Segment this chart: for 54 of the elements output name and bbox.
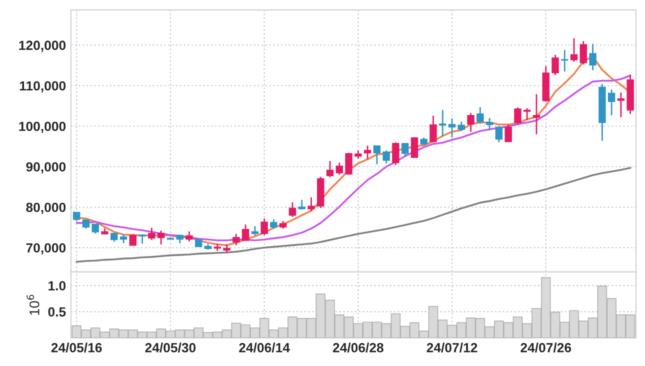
y-tick-label: 0.5: [48, 307, 66, 317]
candlestick: [242, 224, 250, 242]
y-tick-label: 1.0: [48, 281, 66, 290]
candlestick: [486, 117, 494, 131]
candlestick: [186, 230, 193, 242]
candlestick: [392, 142, 400, 166]
candlestick: [129, 234, 136, 246]
x-tick-label: 24/05/16: [51, 342, 102, 353]
candlestick: [467, 112, 474, 132]
candlestick: [232, 233, 240, 246]
candlestick: [570, 38, 578, 62]
candlestick: [373, 145, 381, 165]
candlestick: [288, 202, 296, 218]
y-tick-label: 110,000: [20, 81, 66, 92]
candlestick: [552, 54, 559, 76]
candlestick: [514, 106, 522, 126]
candlestick: [410, 136, 418, 158]
x-tick-label: 24/07/26: [520, 342, 572, 353]
candlestick: [326, 160, 334, 178]
candlestick: [561, 49, 568, 72]
candlestick: [430, 114, 437, 144]
candlestick: [448, 118, 456, 138]
y-tick-label: 90,000: [26, 162, 66, 174]
candlestick: [148, 227, 156, 241]
x-tick-label: 24/05/30: [145, 342, 196, 353]
y-tick-label: 80,000: [26, 202, 66, 214]
y-tick-label: 100,000: [19, 122, 66, 133]
candlestick: [589, 43, 596, 71]
candlestick: [617, 92, 625, 118]
candlestick: [336, 162, 343, 176]
candlestick: [308, 196, 315, 212]
x-tick-label: 24/06/28: [332, 342, 384, 353]
y-tick-label: 120,000: [19, 40, 66, 52]
candlestick: [504, 124, 512, 142]
candlestick: [476, 106, 484, 124]
candlestick: [382, 150, 390, 164]
candlestick: [608, 88, 616, 116]
candlestick: [458, 120, 465, 132]
candlestick: [495, 125, 503, 144]
candlestick: [532, 93, 540, 135]
line-series: [76, 166, 632, 263]
candlestick: [260, 218, 268, 236]
y-tick-label: 70,000: [26, 243, 66, 254]
candlestick: [364, 144, 372, 160]
candlestick: [439, 109, 446, 138]
candlestick: [270, 218, 278, 230]
candlestick: [580, 40, 588, 66]
candlestick: [251, 225, 259, 236]
candlestick: [92, 223, 99, 234]
x-tick-label: 24/06/14: [239, 342, 290, 353]
x-tick-label: 24/07/12: [426, 342, 478, 353]
y-axis-title: 10$^{6}$: [26, 294, 40, 315]
candlestick: [401, 142, 409, 157]
candlestick: [157, 230, 165, 246]
